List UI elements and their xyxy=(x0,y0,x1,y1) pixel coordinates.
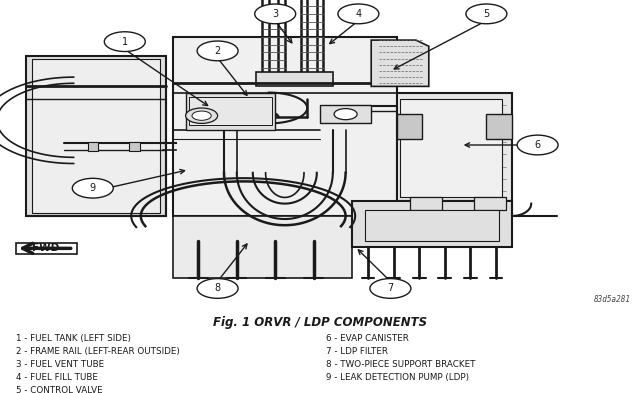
Circle shape xyxy=(517,135,558,155)
Bar xyxy=(474,197,506,210)
Circle shape xyxy=(370,279,411,298)
Text: 4 - FUEL FILL TUBE: 4 - FUEL FILL TUBE xyxy=(16,373,98,382)
Text: 9: 9 xyxy=(90,183,96,193)
Bar xyxy=(486,114,512,139)
Text: 7: 7 xyxy=(387,283,394,294)
Bar xyxy=(173,37,397,216)
Bar xyxy=(129,142,140,151)
Polygon shape xyxy=(173,216,397,277)
Circle shape xyxy=(255,4,296,24)
Circle shape xyxy=(186,108,218,123)
Circle shape xyxy=(192,111,211,120)
Text: 2: 2 xyxy=(214,46,221,56)
Text: 3: 3 xyxy=(272,9,278,19)
Circle shape xyxy=(338,4,379,24)
Bar xyxy=(397,93,512,200)
Text: 1: 1 xyxy=(122,37,128,47)
Circle shape xyxy=(104,32,145,51)
Circle shape xyxy=(466,4,507,24)
Text: 9 - LEAK DETECTION PUMP (LDP): 9 - LEAK DETECTION PUMP (LDP) xyxy=(326,373,470,382)
Text: 7 - LDP FILTER: 7 - LDP FILTER xyxy=(326,347,388,356)
Bar xyxy=(88,142,98,151)
Bar xyxy=(16,243,77,253)
Circle shape xyxy=(197,41,238,61)
Bar xyxy=(320,105,371,123)
Bar xyxy=(397,114,422,139)
Circle shape xyxy=(334,108,357,120)
Bar xyxy=(400,99,502,197)
Text: 83d5a281: 83d5a281 xyxy=(593,295,630,304)
Text: FWD: FWD xyxy=(33,243,60,253)
Bar xyxy=(26,55,166,216)
Text: 5 - CONTROL VALVE: 5 - CONTROL VALVE xyxy=(16,386,102,393)
Bar xyxy=(32,59,160,213)
Text: 3 - FUEL VENT TUBE: 3 - FUEL VENT TUBE xyxy=(16,360,104,369)
Text: 2 - FRAME RAIL (LEFT-REAR OUTSIDE): 2 - FRAME RAIL (LEFT-REAR OUTSIDE) xyxy=(16,347,180,356)
Text: 6 - EVAP CANISTER: 6 - EVAP CANISTER xyxy=(326,334,409,343)
Bar xyxy=(352,200,512,247)
Bar xyxy=(189,97,272,125)
Bar xyxy=(410,197,442,210)
Circle shape xyxy=(197,279,238,298)
Bar xyxy=(365,210,499,241)
Bar xyxy=(256,72,333,86)
Bar xyxy=(186,92,275,130)
Text: 8: 8 xyxy=(214,283,221,294)
Text: 5: 5 xyxy=(483,9,490,19)
Text: 6: 6 xyxy=(534,140,541,150)
Text: 8 - TWO-PIECE SUPPORT BRACKET: 8 - TWO-PIECE SUPPORT BRACKET xyxy=(326,360,476,369)
Polygon shape xyxy=(371,40,429,86)
Text: 4: 4 xyxy=(355,9,362,19)
Text: 1 - FUEL TANK (LEFT SIDE): 1 - FUEL TANK (LEFT SIDE) xyxy=(16,334,131,343)
Circle shape xyxy=(72,178,113,198)
Text: Fig. 1 ORVR / LDP COMPONENTS: Fig. 1 ORVR / LDP COMPONENTS xyxy=(213,316,427,329)
